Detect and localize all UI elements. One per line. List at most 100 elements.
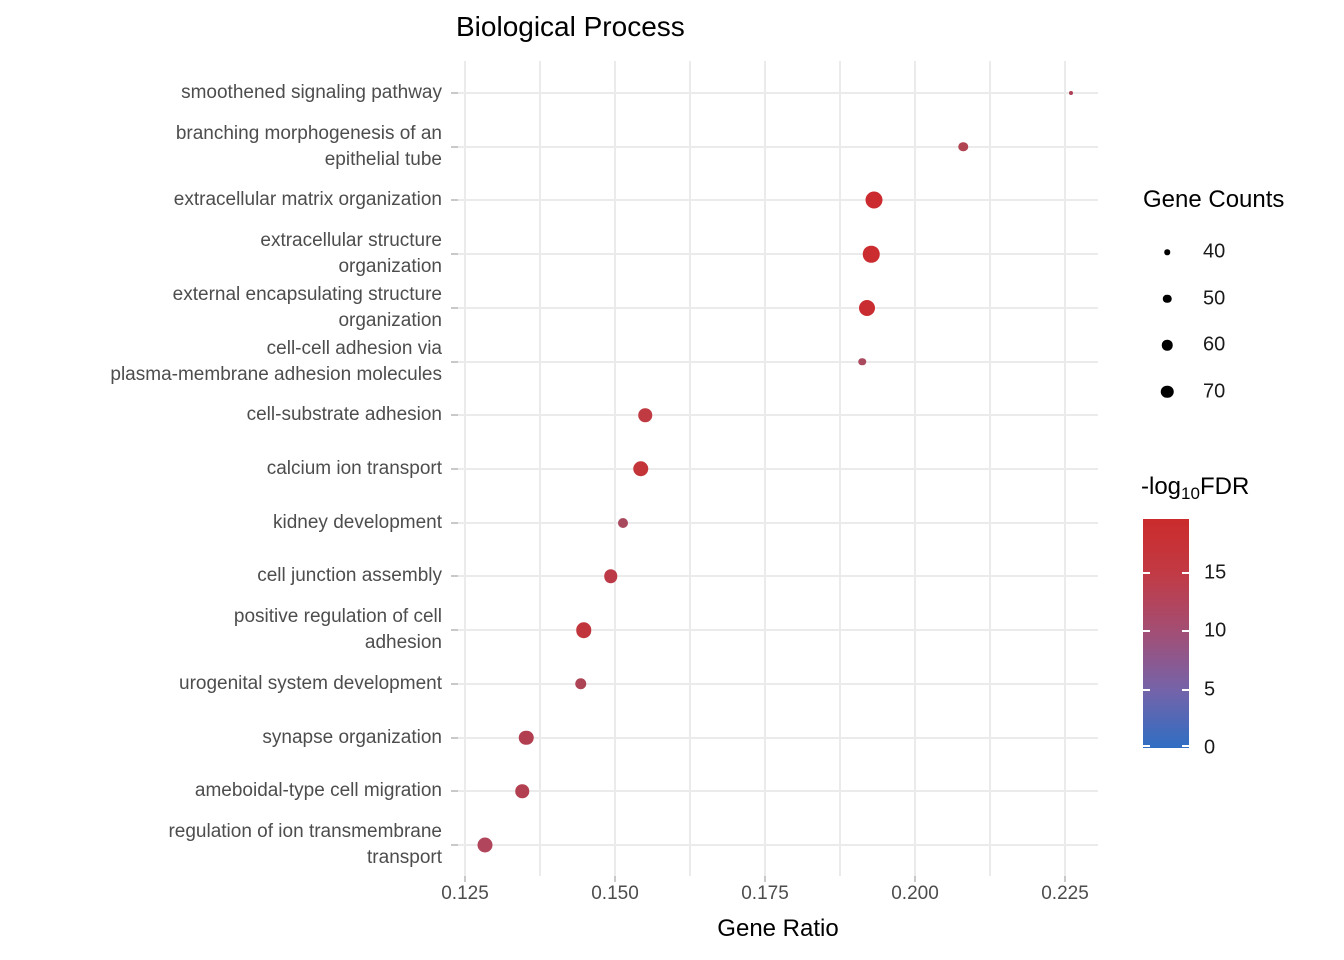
y-tick-mark bbox=[451, 253, 458, 256]
y-tick-mark bbox=[451, 360, 458, 363]
size-legend-dot bbox=[1160, 385, 1174, 398]
y-tick-mark bbox=[451, 843, 458, 846]
gridline-horizontal bbox=[458, 736, 1098, 739]
color-legend-title-subscript: 10 bbox=[1181, 484, 1200, 503]
size-legend-label: 70 bbox=[1203, 380, 1226, 402]
gridline-horizontal bbox=[458, 360, 1098, 363]
y-tick-mark bbox=[451, 145, 458, 148]
y-tick-mark bbox=[451, 629, 458, 632]
colorbar-tick-right bbox=[1182, 630, 1189, 633]
y-tick-label: cell-substrate adhesion bbox=[246, 404, 442, 426]
gridline-horizontal bbox=[458, 843, 1098, 846]
y-tick-label: cell junction assembly bbox=[257, 565, 442, 587]
y-tick-mark bbox=[451, 682, 458, 685]
colorbar-tick-right bbox=[1182, 571, 1189, 574]
y-tick-label: cell-cell adhesion via plasma-membrane a… bbox=[110, 337, 442, 385]
x-tick-mark bbox=[1064, 876, 1066, 882]
data-point bbox=[633, 461, 649, 477]
y-tick-mark bbox=[451, 92, 458, 94]
x-tick-label: 0.175 bbox=[741, 883, 789, 904]
size-legend-dot bbox=[1164, 249, 1170, 255]
data-point bbox=[575, 678, 587, 690]
data-point bbox=[859, 299, 875, 316]
y-tick-label: external encapsulating structure organiz… bbox=[172, 283, 442, 331]
x-tick-mark bbox=[764, 876, 766, 882]
x-tick-mark bbox=[464, 876, 466, 882]
data-point bbox=[638, 408, 652, 422]
data-point bbox=[518, 730, 534, 745]
size-legend-dot bbox=[1161, 339, 1173, 351]
colorbar-label: 5 bbox=[1204, 678, 1216, 701]
colorbar-tick-left bbox=[1143, 745, 1150, 747]
colorbar-tick-left bbox=[1143, 688, 1150, 691]
y-tick-label: regulation of ion transmembrane transpor… bbox=[168, 820, 442, 868]
colorbar-tick-left bbox=[1143, 571, 1150, 574]
y-tick-label: positive regulation of cell adhesion bbox=[233, 606, 442, 654]
data-point bbox=[858, 357, 866, 366]
size-legend-label: 40 bbox=[1203, 240, 1226, 263]
y-tick-label: urogenital system development bbox=[179, 672, 442, 694]
colorbar-label: 0 bbox=[1204, 736, 1216, 759]
y-tick-label: branching morphogenesis of an epithelial… bbox=[175, 122, 442, 170]
y-tick-mark bbox=[451, 736, 458, 739]
y-tick-label: calcium ion transport bbox=[266, 457, 442, 479]
y-tick-mark bbox=[451, 790, 458, 793]
colorbar-label: 15 bbox=[1204, 561, 1227, 584]
data-point bbox=[958, 141, 968, 152]
size-legend-label: 60 bbox=[1203, 333, 1226, 356]
data-point bbox=[1069, 91, 1073, 95]
gridline-horizontal bbox=[458, 145, 1098, 148]
color-legend-title-suffix: FDR bbox=[1199, 473, 1250, 500]
size-legend-label: 50 bbox=[1203, 287, 1226, 309]
y-tick-label: kidney development bbox=[273, 511, 442, 533]
x-tick-label: 0.150 bbox=[591, 883, 639, 904]
gridline-horizontal bbox=[458, 253, 1098, 256]
data-point bbox=[862, 245, 880, 263]
y-tick-mark bbox=[451, 575, 458, 578]
data-point bbox=[477, 837, 493, 853]
colorbar-tick-left bbox=[1143, 630, 1150, 633]
data-point bbox=[604, 569, 618, 584]
y-tick-label: synapse organization bbox=[262, 726, 442, 748]
x-tick-mark bbox=[914, 876, 916, 882]
x-tick-label: 0.225 bbox=[1041, 883, 1089, 904]
size-legend-dot bbox=[1162, 294, 1172, 303]
color-legend-title-prefix: -log bbox=[1141, 473, 1182, 500]
gridline-horizontal bbox=[458, 199, 1098, 202]
y-tick-mark bbox=[451, 521, 458, 524]
gridline-horizontal bbox=[458, 92, 1098, 94]
y-tick-label: extracellular structure organization bbox=[260, 230, 442, 278]
gridline-horizontal bbox=[458, 306, 1098, 309]
gridline-horizontal bbox=[458, 790, 1098, 793]
data-point bbox=[865, 191, 883, 209]
colorbar-tick-right bbox=[1182, 745, 1189, 747]
colorbar-label: 10 bbox=[1204, 619, 1227, 642]
colorbar-tick-right bbox=[1182, 688, 1189, 691]
data-point bbox=[515, 784, 529, 798]
data-point bbox=[576, 622, 592, 638]
x-axis-title: Gene Ratio bbox=[717, 915, 839, 942]
size-legend-title: Gene Counts bbox=[1143, 186, 1285, 213]
y-tick-label: ameboidal-type cell migration bbox=[194, 780, 442, 802]
gridline-horizontal bbox=[458, 682, 1098, 685]
x-tick-label: 0.200 bbox=[891, 883, 939, 904]
y-tick-mark bbox=[451, 414, 458, 417]
gridline-horizontal bbox=[458, 521, 1098, 524]
x-tick-mark bbox=[614, 876, 616, 882]
data-point bbox=[617, 517, 628, 528]
gridline-horizontal bbox=[458, 467, 1098, 470]
y-tick-mark bbox=[451, 306, 458, 309]
gridline-horizontal bbox=[458, 414, 1098, 417]
plot-panel bbox=[458, 61, 1098, 876]
gridline-horizontal bbox=[458, 575, 1098, 578]
colorbar-gradient bbox=[1143, 519, 1189, 748]
chart-title: Biological Process bbox=[456, 11, 685, 42]
y-tick-mark bbox=[451, 199, 458, 202]
y-tick-label: smoothened signaling pathway bbox=[181, 82, 442, 103]
gridline-horizontal bbox=[458, 629, 1098, 632]
y-tick-mark bbox=[451, 467, 458, 470]
y-tick-label: extracellular matrix organization bbox=[173, 189, 442, 211]
x-tick-label: 0.125 bbox=[441, 883, 489, 904]
color-legend-title: -log10FDR bbox=[1141, 473, 1249, 504]
